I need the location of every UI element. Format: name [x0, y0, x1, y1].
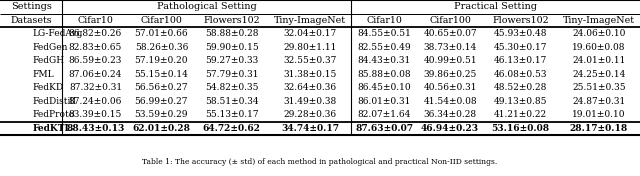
Text: 24.06±0.10: 24.06±0.10 [572, 29, 626, 38]
Text: FedGen: FedGen [33, 43, 68, 52]
Text: Table 1: The accuracy (± std) of each method in pathological and practical Non-I: Table 1: The accuracy (± std) of each me… [142, 158, 498, 166]
Text: 56.99±0.27: 56.99±0.27 [134, 97, 188, 106]
Text: Tiny-ImageNet: Tiny-ImageNet [563, 16, 635, 25]
Text: 57.79±0.31: 57.79±0.31 [205, 70, 259, 79]
Text: 32.64±0.36: 32.64±0.36 [284, 83, 337, 92]
Text: 24.87±0.31: 24.87±0.31 [572, 97, 626, 106]
Text: 62.01±0.28: 62.01±0.28 [132, 124, 190, 133]
Text: 28.17±0.18: 28.17±0.18 [570, 124, 628, 133]
Text: 82.83±0.65: 82.83±0.65 [68, 43, 122, 52]
Text: 84.43±0.31: 84.43±0.31 [358, 56, 411, 65]
Text: 56.56±0.27: 56.56±0.27 [134, 83, 188, 92]
Text: Cifar10: Cifar10 [77, 16, 113, 25]
Text: 87.32±0.31: 87.32±0.31 [69, 83, 122, 92]
Text: 53.16±0.08: 53.16±0.08 [492, 124, 550, 133]
Text: 53.59±0.29: 53.59±0.29 [134, 110, 188, 120]
Text: 32.55±0.37: 32.55±0.37 [284, 56, 337, 65]
Text: 24.01±0.11: 24.01±0.11 [572, 56, 626, 65]
Text: Cifar100: Cifar100 [140, 16, 182, 25]
Text: 58.51±0.34: 58.51±0.34 [205, 97, 259, 106]
Text: Flowers102: Flowers102 [204, 16, 260, 25]
Text: LG-FedAvg: LG-FedAvg [33, 29, 83, 38]
Text: 86.45±0.10: 86.45±0.10 [357, 83, 411, 92]
Text: Settings: Settings [11, 2, 52, 11]
Text: 83.39±0.15: 83.39±0.15 [68, 110, 122, 120]
Text: 34.74±0.17: 34.74±0.17 [282, 124, 339, 133]
Text: 86.82±0.26: 86.82±0.26 [69, 29, 122, 38]
Text: 48.52±0.28: 48.52±0.28 [494, 83, 547, 92]
Text: 38.73±0.14: 38.73±0.14 [424, 43, 477, 52]
Text: 32.04±0.17: 32.04±0.17 [284, 29, 337, 38]
Text: Cifar10: Cifar10 [366, 16, 402, 25]
Text: 49.13±0.85: 49.13±0.85 [494, 97, 547, 106]
Text: FedKD: FedKD [33, 83, 64, 92]
Text: 82.55±0.49: 82.55±0.49 [357, 43, 411, 52]
Text: 87.24±0.06: 87.24±0.06 [68, 97, 122, 106]
Text: 84.55±0.51: 84.55±0.51 [357, 29, 411, 38]
Text: 31.49±0.38: 31.49±0.38 [284, 97, 337, 106]
Text: 87.06±0.24: 87.06±0.24 [68, 70, 122, 79]
Text: 31.38±0.15: 31.38±0.15 [284, 70, 337, 79]
Text: 25.51±0.35: 25.51±0.35 [572, 83, 626, 92]
Text: 40.99±0.51: 40.99±0.51 [423, 56, 477, 65]
Text: 29.28±0.36: 29.28±0.36 [284, 110, 337, 120]
Text: FedGH: FedGH [33, 56, 65, 65]
Text: Flowers102: Flowers102 [492, 16, 549, 25]
Text: Datasets: Datasets [10, 16, 52, 25]
Text: Practical Setting: Practical Setting [454, 2, 537, 11]
Text: 40.65±0.07: 40.65±0.07 [423, 29, 477, 38]
Text: Pathological Setting: Pathological Setting [157, 2, 257, 11]
Text: 39.86±0.25: 39.86±0.25 [424, 70, 477, 79]
Text: 45.30±0.17: 45.30±0.17 [494, 43, 547, 52]
Text: 59.90±0.15: 59.90±0.15 [205, 43, 259, 52]
Text: 19.60±0.08: 19.60±0.08 [572, 43, 626, 52]
Text: 88.43±0.13: 88.43±0.13 [67, 124, 125, 133]
Text: FedProto: FedProto [33, 110, 75, 120]
Text: 45.93±0.48: 45.93±0.48 [494, 29, 547, 38]
Text: Cifar100: Cifar100 [429, 16, 471, 25]
Text: 41.54±0.08: 41.54±0.08 [423, 97, 477, 106]
Text: Tiny-ImageNet: Tiny-ImageNet [275, 16, 346, 25]
Text: 40.56±0.31: 40.56±0.31 [424, 83, 477, 92]
Text: 36.34±0.28: 36.34±0.28 [424, 110, 477, 120]
Text: 55.15±0.14: 55.15±0.14 [134, 70, 188, 79]
Text: 87.63±0.07: 87.63±0.07 [355, 124, 413, 133]
Text: 46.94±0.23: 46.94±0.23 [421, 124, 479, 133]
Text: FML: FML [33, 70, 54, 79]
Text: FedKTL: FedKTL [33, 124, 72, 133]
Text: 55.13±0.17: 55.13±0.17 [205, 110, 259, 120]
Text: 64.72±0.62: 64.72±0.62 [203, 124, 261, 133]
Text: 54.82±0.35: 54.82±0.35 [205, 83, 259, 92]
Text: 58.88±0.28: 58.88±0.28 [205, 29, 259, 38]
Text: 41.21±0.22: 41.21±0.22 [494, 110, 547, 120]
Text: 82.07±1.64: 82.07±1.64 [358, 110, 411, 120]
Text: 57.01±0.66: 57.01±0.66 [134, 29, 188, 38]
Text: 46.13±0.17: 46.13±0.17 [494, 56, 547, 65]
Text: 85.88±0.08: 85.88±0.08 [357, 70, 411, 79]
Text: 57.19±0.20: 57.19±0.20 [134, 56, 188, 65]
Text: 19.01±0.10: 19.01±0.10 [572, 110, 626, 120]
Text: 24.25±0.14: 24.25±0.14 [572, 70, 626, 79]
Text: 86.01±0.31: 86.01±0.31 [358, 97, 411, 106]
Text: 29.80±1.11: 29.80±1.11 [284, 43, 337, 52]
Text: FedDistill: FedDistill [33, 97, 77, 106]
Text: 86.59±0.23: 86.59±0.23 [68, 56, 122, 65]
Text: 59.27±0.33: 59.27±0.33 [205, 56, 259, 65]
Text: 58.26±0.36: 58.26±0.36 [134, 43, 188, 52]
Text: 46.08±0.53: 46.08±0.53 [494, 70, 547, 79]
